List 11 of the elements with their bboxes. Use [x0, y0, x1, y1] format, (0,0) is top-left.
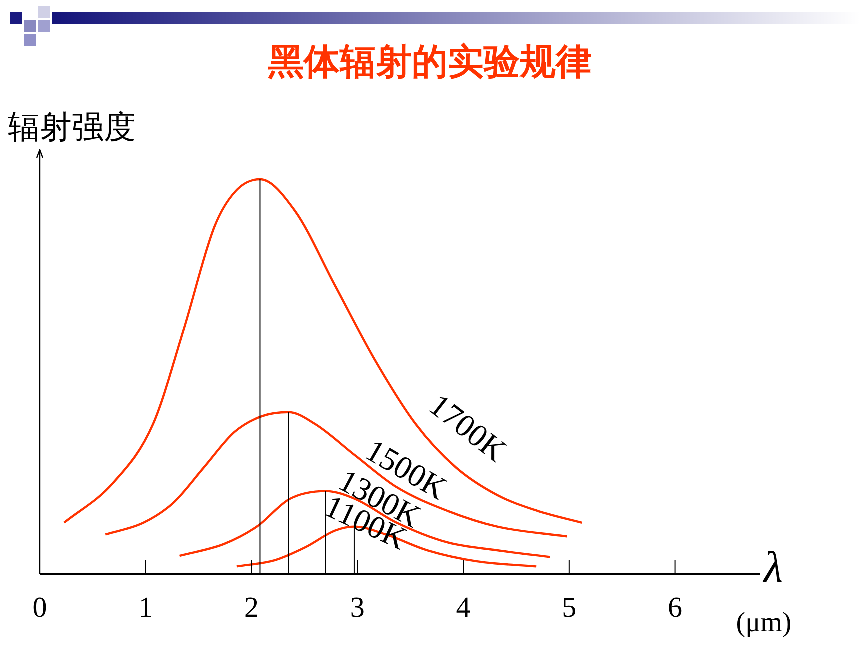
x-tick-label: 4 [456, 592, 472, 624]
x-tick-label: 1 [138, 592, 154, 624]
x-tick-label: 6 [668, 592, 683, 624]
x-tick-label: 5 [562, 592, 577, 624]
x-tick-label: 0 [32, 592, 48, 624]
x-tick-label: 3 [350, 592, 365, 624]
x-tick-label: 2 [244, 592, 260, 624]
x-axis-title: λ [762, 543, 784, 592]
chart-title: 黑体辐射的实验规律 [268, 41, 592, 82]
text: (μm) [736, 608, 792, 639]
y-axis-title: 辐射强度 [8, 108, 136, 147]
